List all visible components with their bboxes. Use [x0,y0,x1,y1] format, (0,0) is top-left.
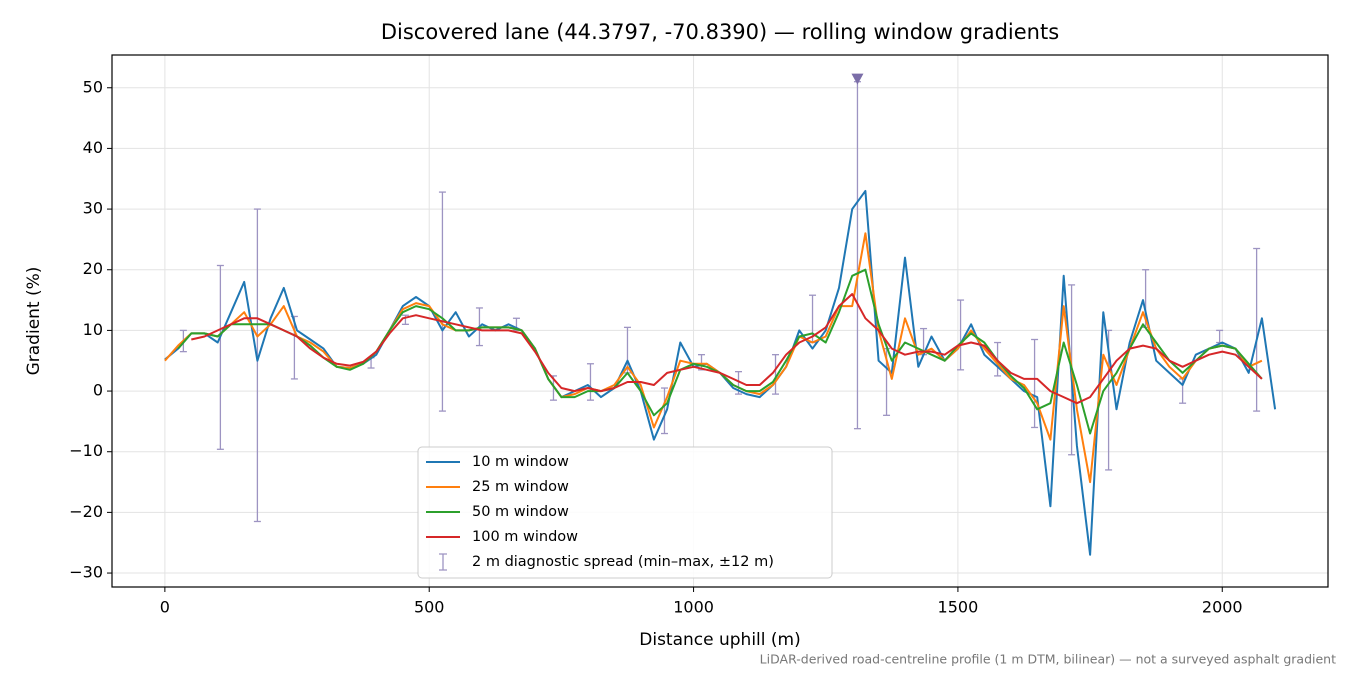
chart-title: Discovered lane (44.3797, -70.8390) — ro… [381,20,1059,44]
y-tick-label: 30 [83,199,103,218]
x-axis-label: Distance uphill (m) [639,630,800,650]
error-bar [1031,338,1039,429]
legend-box [417,446,833,579]
y-tick-label: 40 [83,138,103,157]
footnote: LiDAR-derived road-centreline profile (1… [760,652,1336,667]
error-bar [957,299,965,371]
error-bar [216,264,224,450]
error-bar [853,81,861,430]
y-tick-label: 20 [83,259,103,278]
series-line [177,268,1263,435]
x-tick-label: 0 [160,598,170,617]
y-tick-label: −30 [69,563,103,582]
error-bar [660,387,668,435]
x-tick-label: 500 [414,598,445,617]
series-line [191,293,1263,405]
series-line [164,232,1263,484]
y-axis-label: Gradient (%) [24,267,44,376]
x-tick-label: 1500 [938,598,979,617]
error-bar [438,191,446,412]
legend-label: 50 m window [472,504,569,520]
y-tick-label: −20 [69,502,103,521]
error-bar [253,208,261,523]
y-tick-label: −10 [69,441,103,460]
error-bar [1253,247,1261,412]
y-tick-label: 0 [93,381,103,400]
legend-label: 2 m diagnostic spread (min–max, ±12 m) [472,554,774,570]
legend-label: 10 m window [472,454,569,470]
legend-label: 100 m window [472,529,578,545]
legend: 10 m window 25 m window 50 m window 100 m w… [417,446,833,579]
legend-label: 25 m window [472,479,569,495]
x-tick-label: 2000 [1202,598,1243,617]
legend-swatch [439,553,447,571]
peak-marker [851,73,864,85]
error-bar [772,354,780,395]
y-tick-label: 10 [83,320,103,339]
error-bar [586,363,594,401]
plot-frame [111,54,1329,588]
x-tick-label: 1000 [673,598,714,617]
y-tick-label: 50 [83,77,103,96]
